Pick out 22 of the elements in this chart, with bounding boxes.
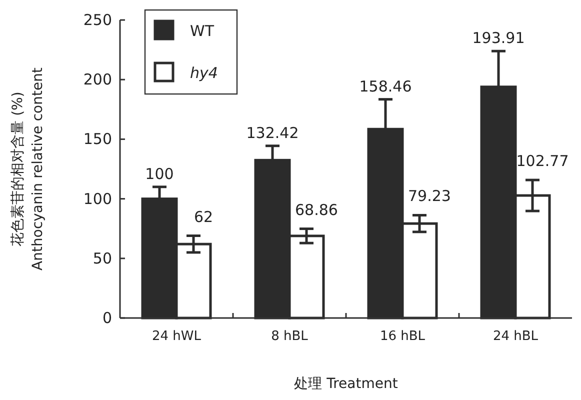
y-tick-label: 50 [92, 249, 112, 268]
legend-label: hy4 [190, 64, 218, 82]
y-tick-label: 0 [102, 309, 112, 327]
x-tick-label: 24 hWL [152, 329, 202, 344]
data-label: 68.86 [295, 200, 338, 219]
y-tick-label: 100 [83, 190, 112, 208]
x-tick-label: 24 hBL [492, 329, 539, 344]
data-label: 100 [145, 164, 174, 183]
data-label: 102.77 [516, 152, 569, 170]
legend-label: WT [190, 22, 215, 40]
y-axis-title: 花色素苷的相对含量 (%) Anthocyanin relative content [10, 67, 46, 270]
y-tick-label: 200 [83, 70, 112, 89]
x-tick-label: 8 hBL [271, 329, 309, 344]
data-label: 158.46 [359, 77, 412, 96]
data-label: 62 [194, 208, 214, 226]
data-label: 193.91 [472, 29, 525, 48]
data-label: 132.42 [246, 124, 299, 142]
x-tick-label: 16 hBL [380, 329, 426, 344]
y-tick-label: 250 [83, 11, 112, 29]
x-axis-title: 处理 Treatment [294, 376, 398, 392]
y-tick-label: 150 [83, 130, 112, 148]
data-label: 79.23 [408, 187, 451, 206]
